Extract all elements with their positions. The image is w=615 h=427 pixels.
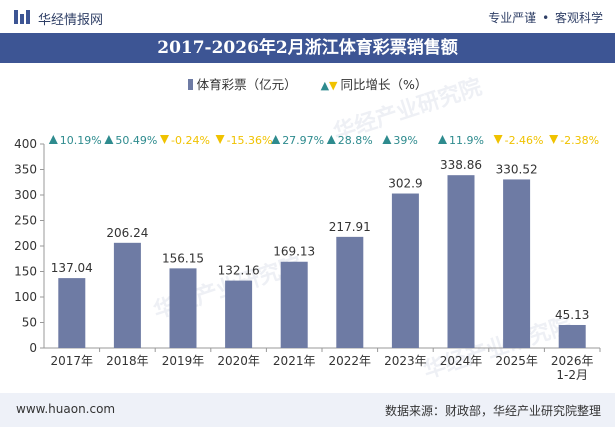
growth-label: -2.38%	[560, 134, 599, 147]
growth-up-triangle-icon	[326, 135, 336, 144]
bar	[113, 242, 141, 348]
bar-value-label: 132.16	[218, 264, 260, 278]
chart-title: 2017-2026年2月浙江体育彩票销售额	[0, 33, 615, 63]
legend-triangle-down-icon: ▼	[329, 79, 338, 92]
bar-value-label: 169.13	[273, 245, 315, 259]
x-tick-label: 2018年	[106, 354, 149, 368]
tagline: 专业严谨 • 客观科学	[488, 9, 603, 26]
x-tick-label: 2024年	[440, 354, 483, 368]
tagline-right: 客观科学	[554, 11, 603, 25]
growth-up-triangle-icon	[271, 135, 281, 144]
x-tick-label: 2022年	[329, 354, 372, 368]
growth-label: 27.97%	[282, 134, 324, 147]
x-tick-label: 2020年	[217, 354, 260, 368]
growth-up-triangle-icon	[382, 135, 392, 144]
bar-value-label: 330.52	[496, 162, 538, 176]
bar-value-label: 302.9	[388, 177, 422, 191]
footer-url: www.huaon.com	[16, 402, 116, 416]
bar	[280, 261, 308, 348]
x-tick-label: 2023年	[384, 354, 427, 368]
y-tick-label: 150	[14, 265, 37, 279]
legend-growth-label: 同比增长（%）	[340, 77, 428, 92]
y-tick-label: 250	[14, 214, 37, 228]
growth-label: 10.19%	[60, 134, 102, 147]
bar-chart-logo-icon	[14, 10, 30, 24]
growth-up-triangle-icon	[104, 135, 114, 144]
x-tick-label: 1-2月	[556, 368, 588, 382]
bar	[447, 175, 475, 348]
legend-sales-label: 体育彩票（亿元）	[196, 77, 297, 92]
legend: 体育彩票（亿元） ▲▼ 同比增长（%）	[0, 74, 615, 93]
x-tick-label: 2025年	[495, 354, 538, 368]
growth-down-triangle-icon	[215, 135, 225, 144]
x-tick-label: 2017年	[51, 354, 94, 368]
growth-up-triangle-icon	[438, 135, 447, 144]
footer: www.huaon.com 数据来源：财政部，华经产业研究院整理	[0, 393, 615, 427]
y-tick-label: 50	[22, 316, 37, 330]
growth-down-triangle-icon	[493, 135, 503, 144]
x-tick-label: 2019年	[162, 354, 205, 368]
top-bar: 华经情报网 专业严谨 • 客观科学	[0, 0, 615, 33]
bar-value-label: 217.91	[329, 220, 371, 234]
legend-item-sales: 体育彩票（亿元）	[187, 74, 297, 93]
growth-up-triangle-icon	[48, 135, 58, 144]
growth-label: 39%	[393, 134, 417, 147]
tagline-left: 专业严谨	[488, 11, 537, 25]
growth-label: -2.46%	[505, 134, 544, 147]
bar	[225, 280, 253, 348]
bar-value-label: 45.13	[555, 308, 589, 322]
y-tick-label: 0	[29, 341, 37, 355]
brand-name: 华经情报网	[38, 13, 104, 28]
bar-value-label: 156.15	[162, 251, 204, 265]
legend-item-growth: ▲▼ 同比增长（%）	[321, 74, 428, 93]
y-tick-label: 300	[14, 188, 37, 202]
bar-value-label: 206.24	[106, 226, 148, 240]
growth-label: 50.49%	[115, 134, 157, 147]
growth-label: 11.9%	[449, 134, 484, 147]
growth-label: 28.8%	[338, 134, 373, 147]
growth-label: -15.36%	[227, 134, 273, 147]
growth-down-triangle-icon	[549, 135, 559, 144]
tagline-dot-icon: •	[542, 11, 550, 25]
footer-source: 数据来源：财政部，华经产业研究院整理	[384, 404, 601, 418]
bar	[336, 236, 364, 348]
y-tick-label: 200	[14, 239, 37, 253]
bar-chart: 0 50 100 150 200 250 300 350 400 137.04 2017年 10.19…	[14, 134, 601, 382]
y-tick-label: 400	[14, 137, 37, 151]
bar	[391, 193, 419, 348]
bar	[58, 278, 86, 348]
x-tick-label: 2026年	[551, 354, 594, 368]
bar	[503, 179, 531, 348]
growth-down-triangle-icon	[160, 135, 169, 144]
y-tick-label: 100	[14, 290, 37, 304]
bar-value-label: 137.04	[51, 261, 93, 275]
bar	[169, 268, 197, 348]
bar-value-label: 338.86	[440, 158, 482, 172]
growth-label: -0.24%	[171, 134, 210, 147]
y-tick-label: 350	[14, 163, 37, 177]
x-tick-label: 2021年	[273, 354, 316, 368]
legend-triangle-up-icon: ▲	[320, 79, 330, 92]
legend-bar-swatch-icon	[187, 79, 193, 90]
bar	[558, 324, 586, 348]
